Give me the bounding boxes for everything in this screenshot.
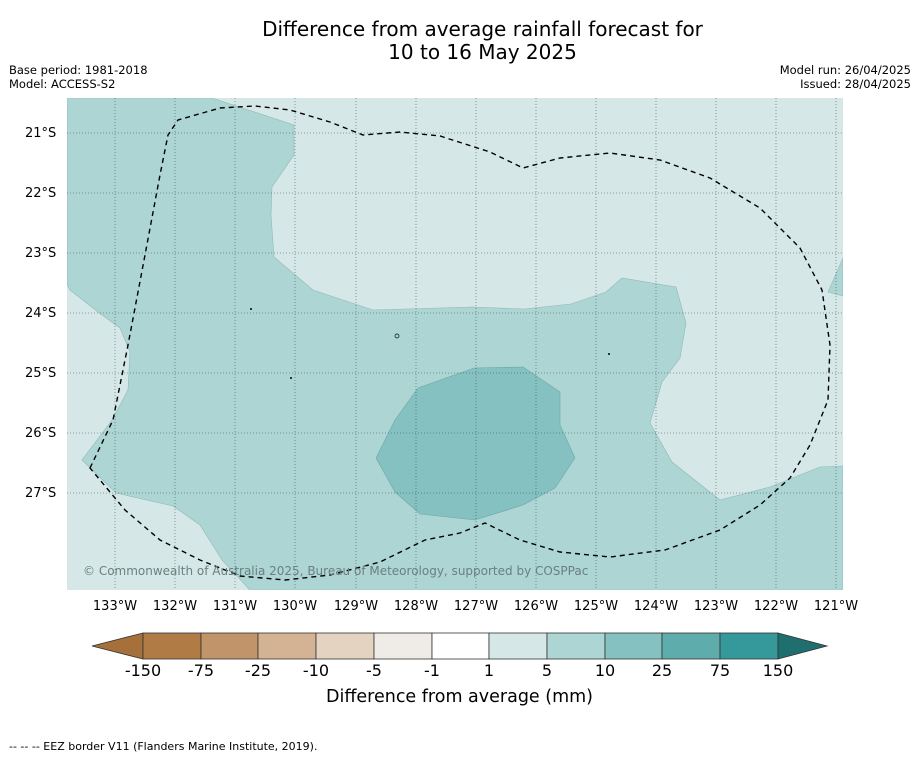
base-period: Base period: 1981-2018 [9,63,148,77]
colorbar-tick-label: 10 [594,661,616,680]
meta-left: Base period: 1981-2018 Model: ACCESS-S2 [9,63,148,91]
colorbar [91,632,829,660]
lat-label: 24°S [25,306,57,321]
colorbar-tick-label: -1 [424,661,440,680]
island-1 [250,308,252,310]
island-3 [608,353,610,355]
eez-legend-note: -- -- -- EEZ border V11 (Flanders Marine… [9,740,318,753]
map-title: Difference from average rainfall forecas… [0,18,919,64]
colorbar-segment [315,632,375,660]
colorbar-segment [661,632,721,660]
title-line-2: 10 to 16 May 2025 [388,40,577,64]
island-2 [394,333,400,339]
colorbar-segment [546,632,606,660]
lon-label: 125°W [573,599,619,614]
lon-label: 130°W [272,599,318,614]
colorbar-tick-label: -75 [187,661,215,680]
colorbar-tick-label: -25 [244,661,272,680]
colorbar-segment [431,632,490,660]
colorbar-tick-label: -150 [124,661,162,680]
issued-date: Issued: 28/04/2025 [800,77,911,91]
colorbar-tick-label: -10 [302,661,330,680]
island-4 [290,377,292,379]
colorbar-title: Difference from average (mm) [325,687,594,707]
model-run: Model run: 26/04/2025 [779,63,911,77]
graticule [67,98,843,590]
lon-label: 128°W [393,599,439,614]
lon-label: 121°W [813,599,859,614]
lon-label: 131°W [212,599,258,614]
colorbar-tick-label: 5 [541,661,553,680]
lon-label: 127°W [453,599,499,614]
colorbar-segment [719,632,779,660]
colorbar-extend-high [777,632,829,660]
map-area: © Commonwealth of Australia 2025, Bureau… [67,98,843,590]
lat-label: 27°S [25,486,57,501]
colorbar-tick-label: -5 [366,661,382,680]
title-line-1: Difference from average rainfall forecas… [262,17,703,41]
colorbar-segment [142,632,202,660]
lat-label: 23°S [25,246,57,261]
colorbar-segment [257,632,317,660]
meta-right: Model run: 26/04/2025 Issued: 28/04/2025 [780,63,911,91]
colorbar-tick-label: 150 [762,661,794,680]
region-5-10mm-east [827,257,843,297]
region-10-25mm [375,366,576,521]
region-5-10mm [67,98,843,590]
colorbar-tick-label: 1 [483,661,495,680]
lon-label: 124°W [633,599,679,614]
lat-label: 25°S [25,366,57,381]
lon-label: 123°W [693,599,739,614]
lat-label: 21°S [25,126,57,141]
colorbar-tick-label: 75 [709,661,731,680]
lon-label: 126°W [513,599,559,614]
colorbar-segment [200,632,259,660]
colorbar-tick-label: 25 [651,661,673,680]
colorbar-segment [373,632,433,660]
lat-label: 26°S [25,426,57,441]
colorbar-segment [488,632,548,660]
lon-label: 129°W [333,599,379,614]
model-name: Model: ACCESS-S2 [9,77,116,91]
map-svg [67,98,843,590]
lat-label: 22°S [25,186,57,201]
lon-label: 122°W [753,599,799,614]
colorbar-extend-low [91,632,144,660]
copyright-text: © Commonwealth of Australia 2025, Bureau… [83,564,589,578]
lon-label: 132°W [152,599,198,614]
colorbar-segment [604,632,663,660]
lon-label: 133°W [92,599,138,614]
